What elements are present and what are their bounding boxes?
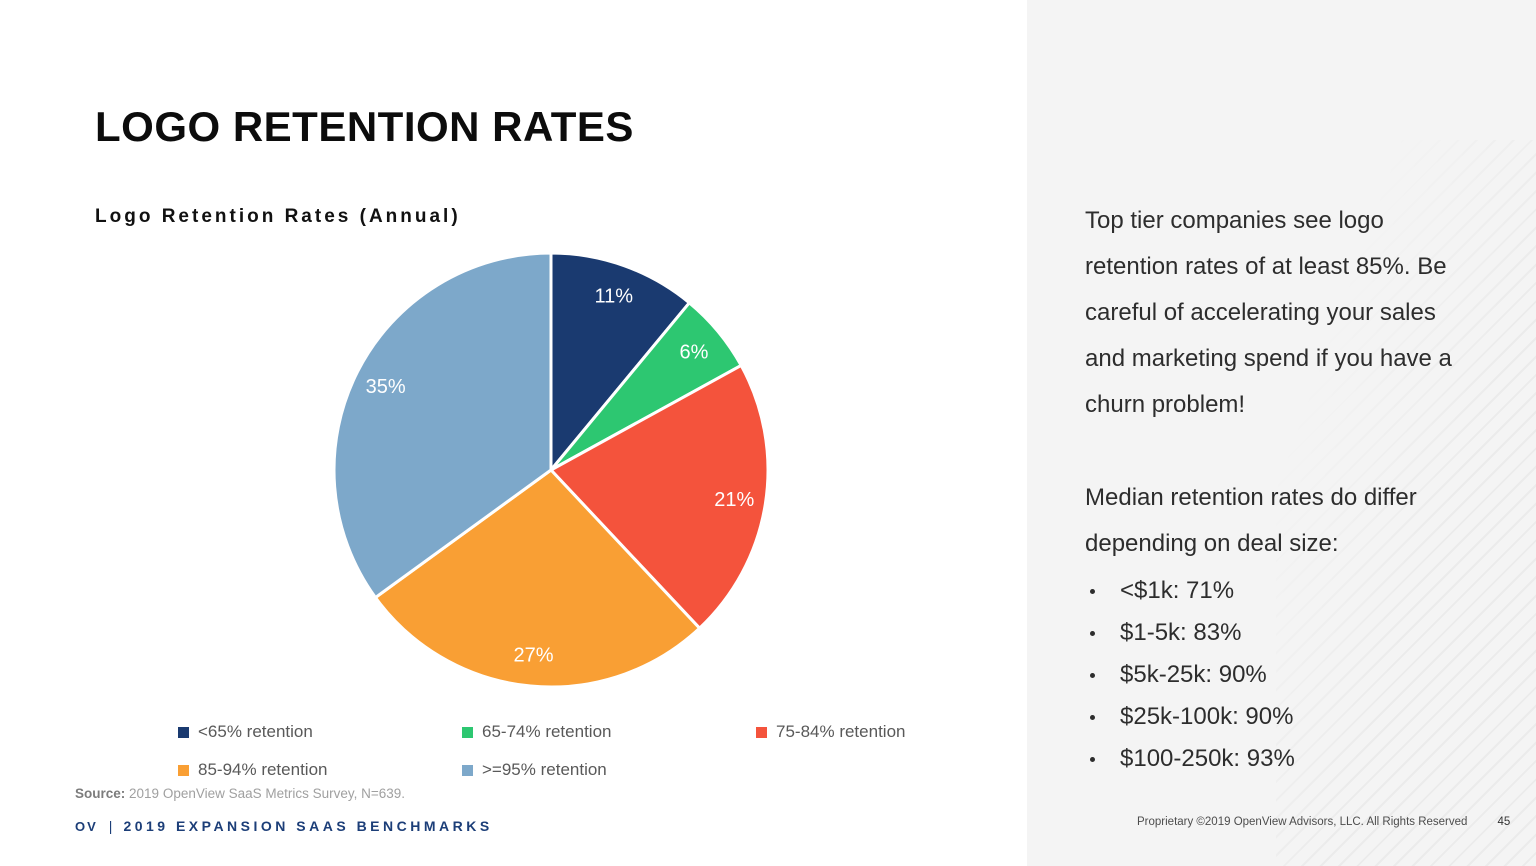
brand-footer: OV | 2019 EXPANSION SAAS BENCHMARKS <box>75 818 493 834</box>
commentary-paragraph-1: Top tier companies see logo retention ra… <box>1085 207 1452 418</box>
list-item: <$1k: 71% <box>1085 570 1485 612</box>
legend-item-65-74: 65-74% retention <box>462 722 611 742</box>
pie-chart: 11% 6% 21% 27% 35% <box>321 240 781 700</box>
bullet-dot <box>1090 714 1095 720</box>
deal-size-bullet-list: <$1k: 71% $1-5k: 83% $5k-25k: 90% $25k-1… <box>1085 570 1485 780</box>
pie-slice-3 <box>373 468 702 689</box>
ov-logo: OV <box>75 818 98 834</box>
source-note: Source: 2019 OpenView SaaS Metrics Surve… <box>75 786 405 801</box>
page-title: LOGO RETENTION RATES <box>95 103 634 150</box>
bullet-dot <box>1090 588 1095 594</box>
legend-swatch-green <box>462 726 473 738</box>
list-item: $1-5k: 83% <box>1085 612 1485 654</box>
legend-item-under-65: <65% retention <box>178 722 313 742</box>
pie-slice-label: 35% <box>366 376 406 398</box>
bullet-dot <box>1090 672 1095 678</box>
pie-slice-label: 11% <box>595 285 634 307</box>
right-commentary-panel: Top tier companies see logo retention ra… <box>1027 0 1536 866</box>
page-number: 45 <box>1497 816 1511 828</box>
bullet-dot <box>1090 630 1095 636</box>
legend-item-85-94: 85-94% retention <box>178 760 327 780</box>
legend-item-75-84: 75-84% retention <box>756 722 905 742</box>
legend-label: 75-84% retention <box>776 722 906 741</box>
proprietary-text: Proprietary ©2019 OpenView Advisors, LLC… <box>1137 816 1468 828</box>
bullet-dot <box>1090 756 1095 762</box>
pie-slice-label: 6% <box>680 342 709 364</box>
brand-divider: | <box>108 818 113 834</box>
bullet-text: $5k-25k: 90% <box>1120 661 1267 688</box>
diagonal-stripes-decoration <box>1276 140 1536 866</box>
bullet-text: <$1k: 71% <box>1120 577 1235 604</box>
commentary-block-2: Median retention rates do differ dependi… <box>1085 475 1485 780</box>
pie-chart-svg: 11% 6% 21% 27% 35% <box>332 251 770 689</box>
proprietary-footer: Proprietary ©2019 OpenView Advisors, LLC… <box>1137 816 1510 828</box>
source-label: Source: <box>75 786 126 801</box>
bullet-text: $25k-100k: 90% <box>1120 703 1294 730</box>
legend-swatch-red <box>756 726 767 738</box>
pie-slice-label: 27% <box>513 645 553 667</box>
chart-title: Logo Retention Rates (Annual) <box>95 206 461 227</box>
legend-swatch-orange <box>178 764 189 776</box>
legend-label: >=95% retention <box>482 760 607 779</box>
list-item: $100-250k: 93% <box>1085 738 1485 780</box>
legend-label: <65% retention <box>198 722 313 741</box>
legend-item-95-plus: >=95% retention <box>462 760 607 780</box>
legend-swatch-navy <box>178 726 189 738</box>
chart-legend: <65% retention 65-74% retention 75-84% r… <box>75 713 975 797</box>
legend-label: 85-94% retention <box>198 760 328 779</box>
pie-slice-4 <box>332 251 553 600</box>
pie-slice-0 <box>549 251 691 472</box>
pie-slice-label: 21% <box>714 489 754 511</box>
legend-swatch-lightblue <box>462 764 473 776</box>
list-item: $5k-25k: 90% <box>1085 654 1485 696</box>
bullet-text: $1-5k: 83% <box>1120 619 1242 646</box>
bullet-text: $100-250k: 93% <box>1120 745 1295 772</box>
pie-slice-2 <box>549 363 770 630</box>
commentary-paragraph-2: Median retention rates do differ dependi… <box>1085 484 1417 557</box>
source-text: 2019 OpenView SaaS Metrics Survey, N=639… <box>129 786 406 801</box>
legend-label: 65-74% retention <box>482 722 612 741</box>
brand-name: 2019 EXPANSION SAAS BENCHMARKS <box>123 818 493 834</box>
slide-main-area: LOGO RETENTION RATES Logo Retention Rate… <box>75 103 975 834</box>
list-item: $25k-100k: 90% <box>1085 696 1485 738</box>
